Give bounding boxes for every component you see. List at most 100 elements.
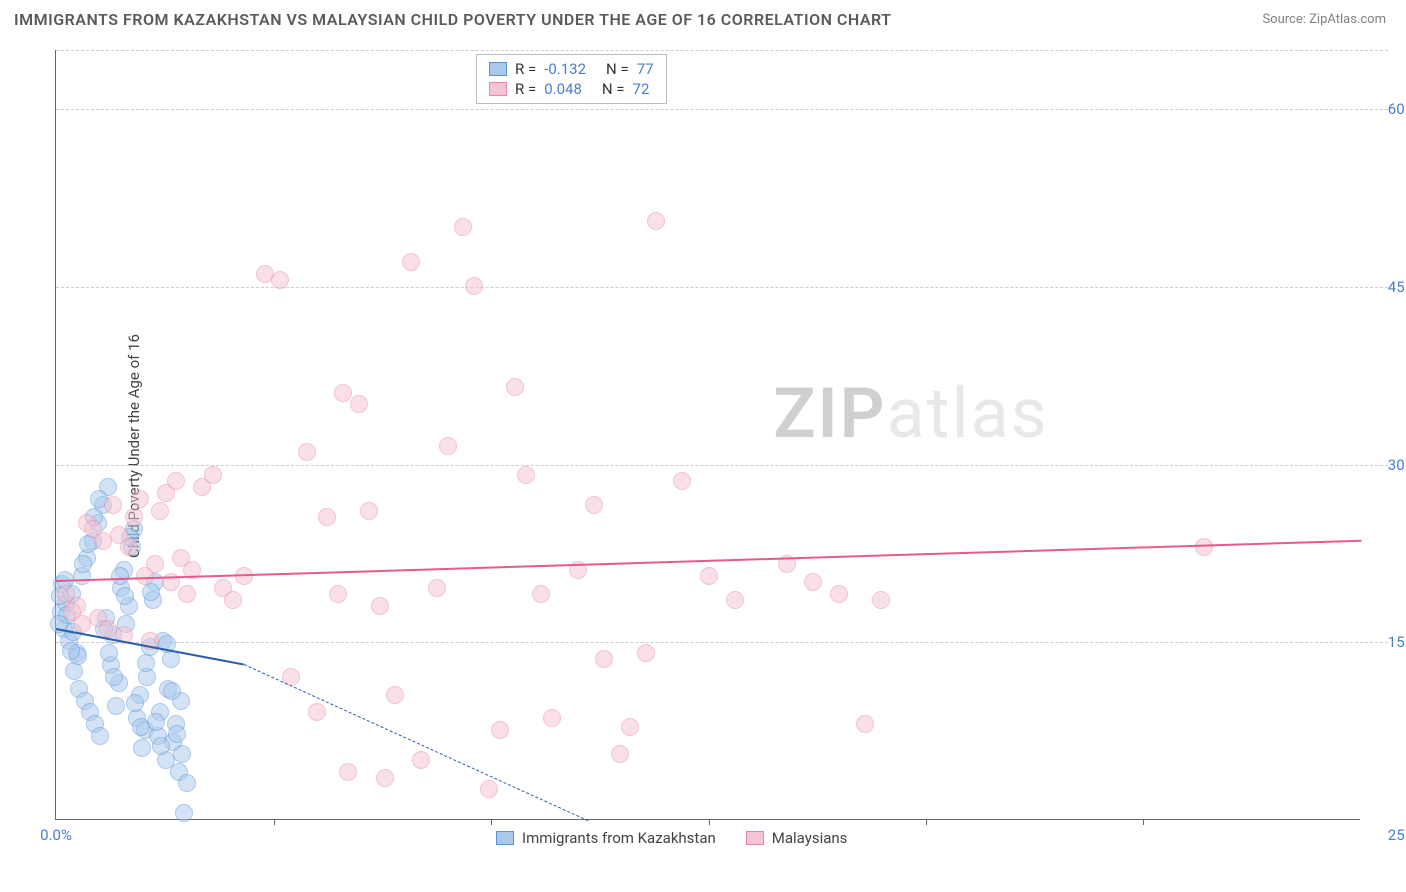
y-tick-label: 30.0% <box>1388 456 1406 474</box>
legend-series-item: Immigrants from Kazakhstan <box>496 829 716 847</box>
point-kazakhstan <box>163 682 181 700</box>
point-kazakhstan <box>100 644 118 662</box>
point-malaysian <box>585 496 603 514</box>
watermark-part1: ZIP <box>773 373 886 455</box>
point-malaysian <box>131 490 149 508</box>
point-malaysian <box>856 715 874 733</box>
point-malaysian <box>318 508 336 526</box>
point-malaysian <box>543 709 561 727</box>
point-malaysian <box>700 567 718 585</box>
legend-stat-row: R = -0.132 N = 77 <box>489 60 654 78</box>
legend-n-label: N = <box>606 60 629 78</box>
legend-swatch <box>746 831 764 845</box>
legend-r-value: -0.132 <box>544 60 586 78</box>
point-malaysian <box>402 253 420 271</box>
point-malaysian <box>271 271 289 289</box>
y-tick-label: 15.0% <box>1388 633 1406 651</box>
point-kazakhstan <box>116 587 134 605</box>
point-kazakhstan <box>65 662 83 680</box>
point-kazakhstan <box>152 737 170 755</box>
point-malaysian <box>94 532 112 550</box>
point-kazakhstan <box>133 739 151 757</box>
x-tick-label: 25.0% <box>1388 826 1406 844</box>
legend-n-value: 72 <box>633 80 650 98</box>
watermark: ZIPatlas <box>773 373 1049 455</box>
legend-n-value: 77 <box>637 60 654 78</box>
source-attribution: Source: ZipAtlas.com <box>1262 12 1386 27</box>
legend-swatch <box>489 62 507 76</box>
point-malaysian <box>350 395 368 413</box>
point-malaysian <box>376 769 394 787</box>
gridline-h <box>56 465 1388 466</box>
point-malaysian <box>726 591 744 609</box>
legend-series-item: Malaysians <box>746 829 848 847</box>
x-tick-mark <box>491 819 492 825</box>
legend-series: Immigrants from Kazakhstan Malaysians <box>496 829 847 847</box>
y-tick-label: 60.0% <box>1388 100 1406 118</box>
point-malaysian <box>595 650 613 668</box>
point-malaysian <box>224 591 242 609</box>
point-malaysian <box>371 597 389 615</box>
chart-title: IMMIGRANTS FROM KAZAKHSTAN VS MALAYSIAN … <box>14 10 892 29</box>
gridline-h <box>56 287 1388 288</box>
point-malaysian <box>146 555 164 573</box>
legend-series-label: Immigrants from Kazakhstan <box>522 829 716 847</box>
gridline-h <box>56 642 1388 643</box>
point-malaysian <box>339 763 357 781</box>
point-kazakhstan <box>111 567 129 585</box>
legend-r-label: R = <box>515 80 536 98</box>
point-kazakhstan <box>175 804 193 822</box>
point-malaysian <box>73 615 91 633</box>
source-label: Source: <box>1262 12 1305 27</box>
point-kazakhstan <box>107 697 125 715</box>
point-malaysian <box>647 212 665 230</box>
point-malaysian <box>204 466 222 484</box>
point-malaysian <box>360 502 378 520</box>
point-kazakhstan <box>147 713 165 731</box>
point-malaysian <box>167 472 185 490</box>
chart-plot-area: ZIPatlas R = -0.132 N = 77 R = 0.048 N = 72… <box>55 50 1360 820</box>
watermark-part2: atlas <box>887 373 1049 455</box>
point-malaysian <box>872 591 890 609</box>
point-malaysian <box>334 384 352 402</box>
legend-r-label: R = <box>515 60 536 78</box>
point-malaysian <box>532 585 550 603</box>
point-kazakhstan <box>178 774 196 792</box>
point-malaysian <box>517 466 535 484</box>
x-tick-mark <box>1143 819 1144 825</box>
point-malaysian <box>637 644 655 662</box>
point-malaysian <box>298 443 316 461</box>
point-kazakhstan <box>126 694 144 712</box>
legend-n-label: N = <box>602 80 625 98</box>
point-kazakhstan <box>62 642 80 660</box>
x-tick-mark <box>926 819 927 825</box>
point-kazakhstan <box>142 583 160 601</box>
point-malaysian <box>830 585 848 603</box>
point-malaysian <box>611 745 629 763</box>
point-malaysian <box>491 721 509 739</box>
point-kazakhstan <box>105 668 123 686</box>
point-malaysian <box>621 718 639 736</box>
point-malaysian <box>120 538 138 556</box>
point-kazakhstan <box>74 555 92 573</box>
point-kazakhstan <box>168 725 186 743</box>
gridline-h <box>56 109 1388 110</box>
gridline-h <box>56 50 1388 51</box>
point-malaysian <box>125 508 143 526</box>
legend-r-value: 0.048 <box>544 80 582 98</box>
x-tick-label: 0.0% <box>40 826 72 844</box>
point-malaysian <box>439 437 457 455</box>
trendline-kazakhstan-extrapolated <box>244 664 589 821</box>
x-tick-mark <box>274 819 275 825</box>
point-malaysian <box>480 780 498 798</box>
source-site[interactable]: ZipAtlas.com <box>1309 12 1386 27</box>
legend-series-label: Malaysians <box>772 829 848 847</box>
point-malaysian <box>386 686 404 704</box>
point-malaysian <box>151 502 169 520</box>
legend-swatch <box>489 82 507 96</box>
point-malaysian <box>454 218 472 236</box>
point-malaysian <box>412 751 430 769</box>
y-tick-label: 45.0% <box>1388 278 1406 296</box>
point-malaysian <box>506 378 524 396</box>
point-malaysian <box>104 496 122 514</box>
